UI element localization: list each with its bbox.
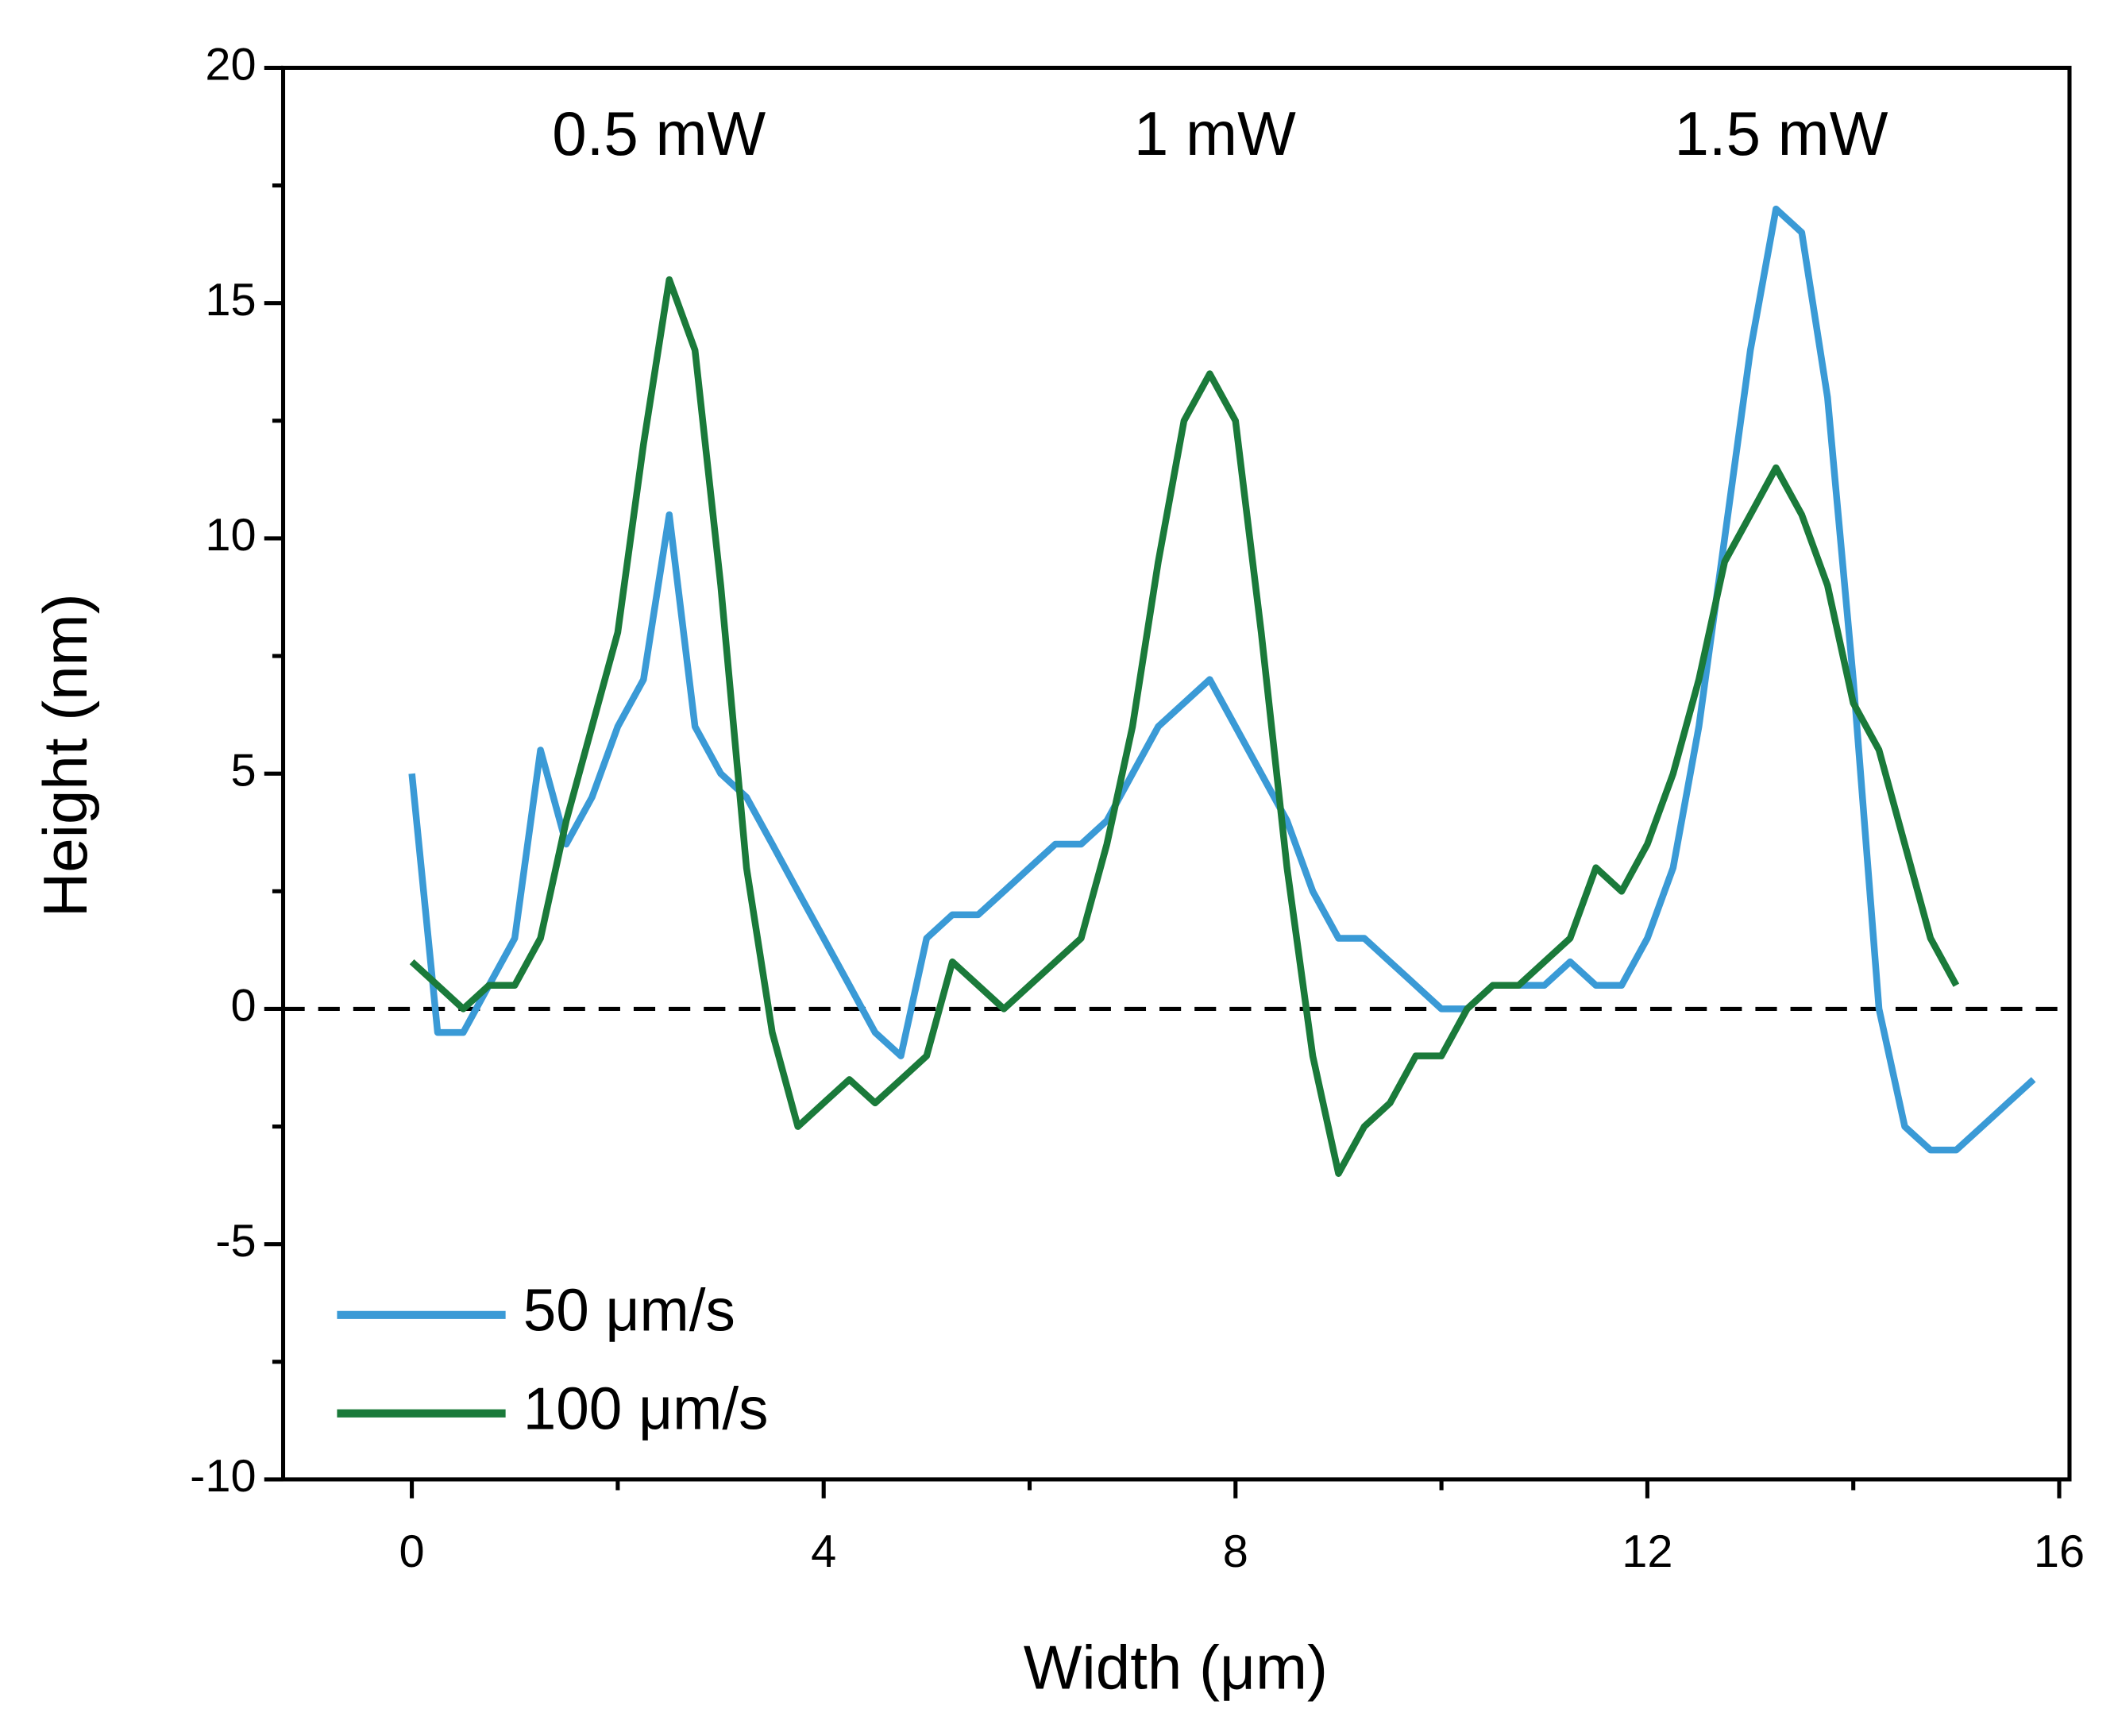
data-line [409,276,1960,1177]
plot-frame [280,65,2072,1482]
y-tick-label: 0 [230,981,256,1032]
y-axis-label: Height (nm) [30,593,100,917]
x-tick-label: 4 [811,1526,836,1577]
y-tick-label: -10 [190,1451,256,1502]
y-tick-label: 5 [230,745,256,796]
x-tick-label: 0 [399,1526,425,1577]
legend-label: 100 μm/s [523,1375,769,1441]
y-tick-label: -5 [215,1216,256,1267]
x-tick-label: 16 [2034,1526,2085,1577]
x-axis-label: Width (μm) [1024,1632,1328,1702]
y-tick-label: 15 [205,275,256,326]
annotation: 0.5 mW [552,98,766,168]
y-tick-label: 10 [205,510,256,561]
x-tick-label: 12 [1622,1526,1672,1577]
legend-label: 50 μm/s [523,1277,735,1344]
annotation: 1 mW [1134,98,1296,168]
x-tick-label: 8 [1223,1526,1248,1577]
data-line [408,205,2036,1154]
y-tick-label: 20 [205,40,256,91]
annotation: 1.5 mW [1674,98,1888,168]
